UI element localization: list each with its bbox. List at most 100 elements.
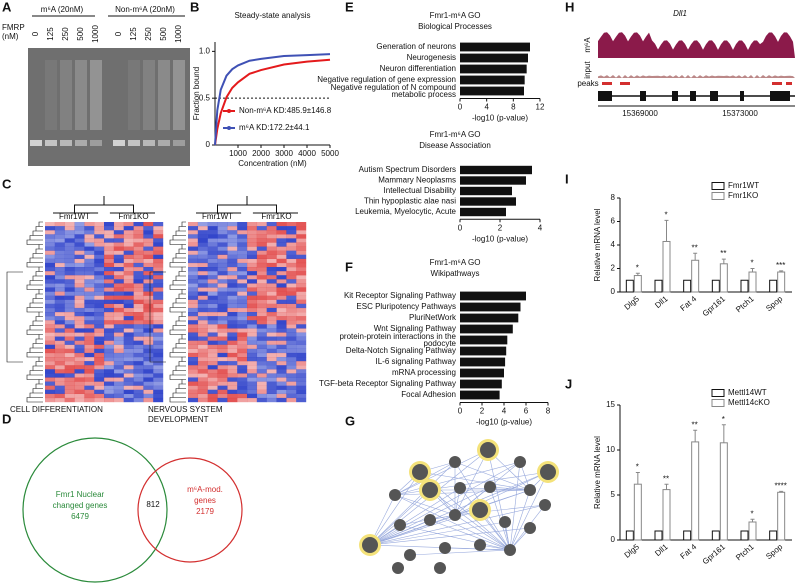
heatmap-cell xyxy=(286,275,297,280)
y-tick-label: 0 xyxy=(611,535,616,544)
heatmap-cell xyxy=(197,352,208,358)
heatmap-cell xyxy=(227,361,238,366)
heatmap-cell xyxy=(123,316,134,321)
heatmap-cell xyxy=(54,226,65,231)
heatmap-cell xyxy=(84,397,95,403)
heatmap-cell xyxy=(207,340,218,345)
x-tick-label: Dll1 xyxy=(653,542,670,558)
heatmap-cell xyxy=(197,222,208,227)
heatmap-cell xyxy=(247,271,258,276)
heatmap-cell xyxy=(197,373,208,378)
heatmap-cell xyxy=(207,357,218,362)
heatmap-cell xyxy=(123,340,134,345)
heatmap-cell xyxy=(104,365,115,370)
heatmap-cell xyxy=(266,287,277,292)
heatmap-cell xyxy=(64,312,75,317)
heatmap-cell xyxy=(188,357,199,362)
heatmap-cell xyxy=(227,352,238,358)
heatmap-cell xyxy=(207,385,218,390)
heatmap-cell xyxy=(133,316,144,321)
heatmap-cell xyxy=(54,267,65,272)
network-edge xyxy=(394,461,521,496)
heatmap-cell xyxy=(123,324,134,329)
heatmap-cell xyxy=(123,295,134,300)
exon xyxy=(690,91,696,101)
x-tick-label: Gpr161 xyxy=(701,294,728,318)
category-label: Neurogenesis xyxy=(407,53,456,62)
heatmap-cell xyxy=(94,222,105,227)
peak xyxy=(772,82,782,85)
heatmap-cell xyxy=(256,336,267,341)
heatmap-cell xyxy=(247,357,258,362)
heatmap-cell xyxy=(143,299,154,305)
heatmap-cell xyxy=(237,279,248,284)
heatmap-cell xyxy=(227,381,238,386)
bar xyxy=(777,271,786,293)
heatmap-cell xyxy=(143,336,154,341)
heatmap-cell xyxy=(276,365,287,370)
heatmap-cell xyxy=(143,222,154,227)
heatmap-cell xyxy=(207,258,218,264)
heatmap-cell xyxy=(54,254,65,260)
heatmap-cell xyxy=(276,262,287,268)
heatmap-cell xyxy=(247,340,258,345)
x-tick-label: 0 xyxy=(458,407,463,416)
heatmap-cell xyxy=(94,279,105,284)
heatmap-cell xyxy=(227,226,238,231)
lane-label: 500 xyxy=(159,27,168,41)
heatmap-cell xyxy=(84,299,95,305)
lane-label: 250 xyxy=(144,27,153,41)
gel-smear xyxy=(128,60,140,130)
heatmap-cell xyxy=(247,258,258,264)
heatmap-cell xyxy=(217,230,228,235)
heatmap-cell xyxy=(188,389,199,395)
significance: ** xyxy=(692,243,698,252)
heatmap-cell xyxy=(153,332,164,337)
heatmap-cell xyxy=(133,332,144,337)
heatmap-cell xyxy=(104,226,115,231)
x-tick-label: 0 xyxy=(458,223,463,232)
heatmap-cell xyxy=(296,283,307,288)
y-tick-label: 10 xyxy=(606,445,615,454)
heatmap-cell xyxy=(286,328,297,333)
bar xyxy=(460,186,512,196)
network-edge xyxy=(454,514,511,551)
heatmap-cell xyxy=(143,361,154,366)
heatmap-cell xyxy=(207,361,218,366)
heatmap-cell xyxy=(247,324,258,329)
heatmap-cell xyxy=(197,303,208,309)
heatmap-cell xyxy=(296,267,307,272)
heatmap-cell xyxy=(94,336,105,341)
heatmap-cell xyxy=(247,320,258,325)
heatmap-cell xyxy=(296,299,307,305)
bar xyxy=(460,75,525,85)
heatmap-cell xyxy=(104,336,115,341)
heatmap-cell xyxy=(296,271,307,276)
heatmap-cell xyxy=(207,381,218,386)
heatmap-cell xyxy=(266,258,277,264)
heatmap-cell xyxy=(276,389,287,395)
heatmap-cell xyxy=(133,397,144,403)
heatmap-cell xyxy=(276,393,287,399)
heatmap-cell xyxy=(286,271,297,276)
heatmap-cell xyxy=(286,357,297,362)
heatmap-cell xyxy=(227,312,238,317)
heatmap-cell xyxy=(296,291,307,296)
heatmap-cell xyxy=(153,283,164,288)
exon xyxy=(672,91,678,101)
heatmap-cell xyxy=(188,242,199,247)
heatmap-cell xyxy=(217,361,228,366)
heatmap-cell xyxy=(104,307,115,313)
heatmap-cell xyxy=(133,230,144,235)
heatmap-cell xyxy=(113,385,124,390)
chart-title: Steady-state analysis xyxy=(234,11,310,20)
category-label: Neuron differentiation xyxy=(380,64,456,73)
heatmap-cell xyxy=(153,258,164,264)
heatmap-cell xyxy=(217,340,228,345)
heatmap-cell xyxy=(266,369,277,374)
gel-image xyxy=(28,48,190,166)
heatmap-cell xyxy=(94,242,105,247)
heatmap-cell xyxy=(45,332,56,337)
heatmap-cell xyxy=(207,377,218,382)
heatmap-cell xyxy=(94,377,105,382)
